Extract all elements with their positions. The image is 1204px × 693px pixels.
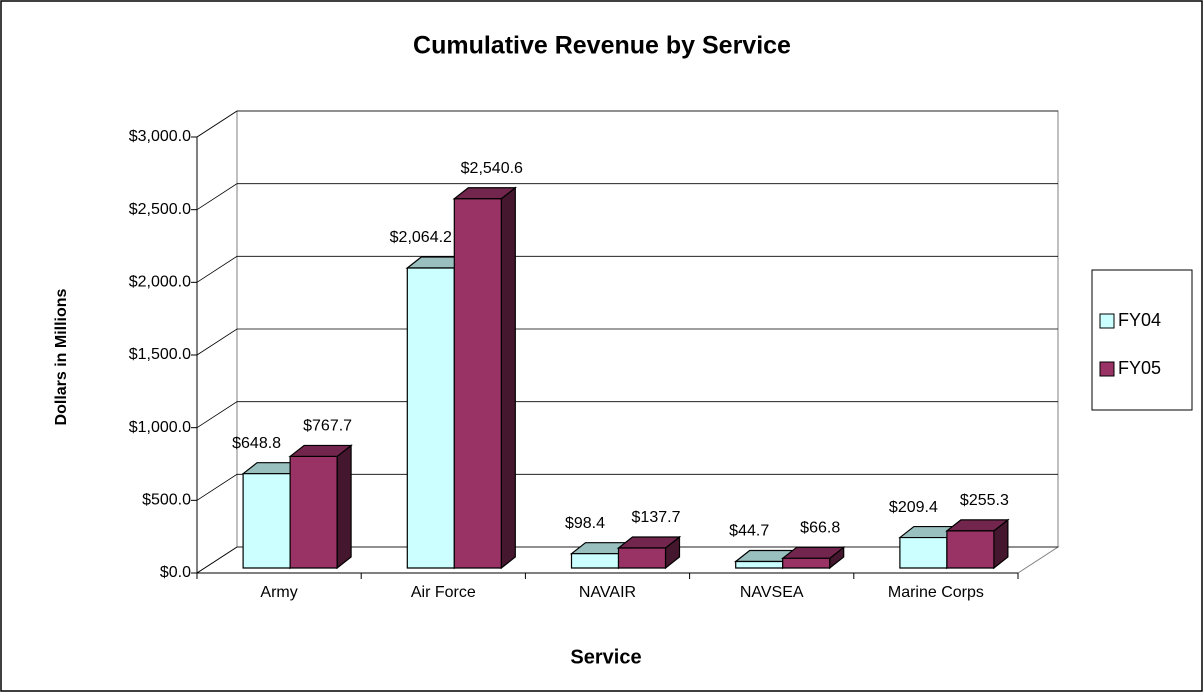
legend-label: FY04 [1118,310,1161,330]
x-tick-label: NAVSEA [740,584,804,601]
grid-line [196,183,1058,211]
bar-front [289,455,338,569]
grid-line [196,255,1058,283]
y-tick-label: $0.0 [160,564,191,581]
bar-front [735,560,784,569]
bar-front [453,198,502,569]
grid-line [196,546,1058,574]
grid-line [196,328,1058,356]
bar-side [500,186,516,570]
y-tick-label: $1,000.0 [129,419,191,436]
x-axis-label: Service [570,646,641,668]
data-label: $137.7 [632,509,681,526]
bar-front [242,473,291,569]
legend [1091,269,1193,411]
bar-side [336,444,352,570]
y-tick-label: $1,500.0 [129,346,191,363]
bar [616,535,682,570]
y-tick-label: $500.0 [142,492,191,509]
bar [780,546,846,570]
bar-front [946,530,995,569]
data-label: $98.4 [565,515,605,532]
bar-front [782,557,831,569]
x-tick-label: NAVAIR [579,584,636,601]
grid-line [196,110,1058,138]
bar-front [617,547,667,569]
data-label: $2,064.2 [390,229,452,246]
x-tick-label: Air Force [411,584,476,601]
y-tick-label: $2,500.0 [129,201,191,218]
y-axis-label: Dollars in Millions [53,288,70,425]
data-label: $767.7 [303,418,352,435]
bar-front [899,536,948,569]
bar [452,186,518,570]
data-label: $66.8 [800,520,840,537]
data-label: $255.3 [960,492,1009,509]
data-label: $209.4 [889,499,938,516]
bar-front [570,553,620,569]
bar [945,518,1010,570]
grid-line [196,401,1058,429]
legend-swatch [1099,361,1115,377]
legend-label: FY05 [1118,358,1161,378]
x-tick-label: Marine Corps [888,584,984,601]
data-label: $2,540.6 [461,160,523,177]
data-label: $648.8 [232,435,281,452]
x-tick-label: Army [260,584,297,601]
y-tick-label: $2,000.0 [129,274,191,291]
y-tick-label: $3,000.0 [129,128,191,145]
bar [288,444,353,570]
data-label: $44.7 [729,523,769,540]
bar [898,525,963,570]
bar-front [406,267,455,569]
chart-title: Cumulative Revenue by Service [413,32,791,60]
grid-line [196,473,1058,501]
legend-swatch [1099,313,1115,329]
